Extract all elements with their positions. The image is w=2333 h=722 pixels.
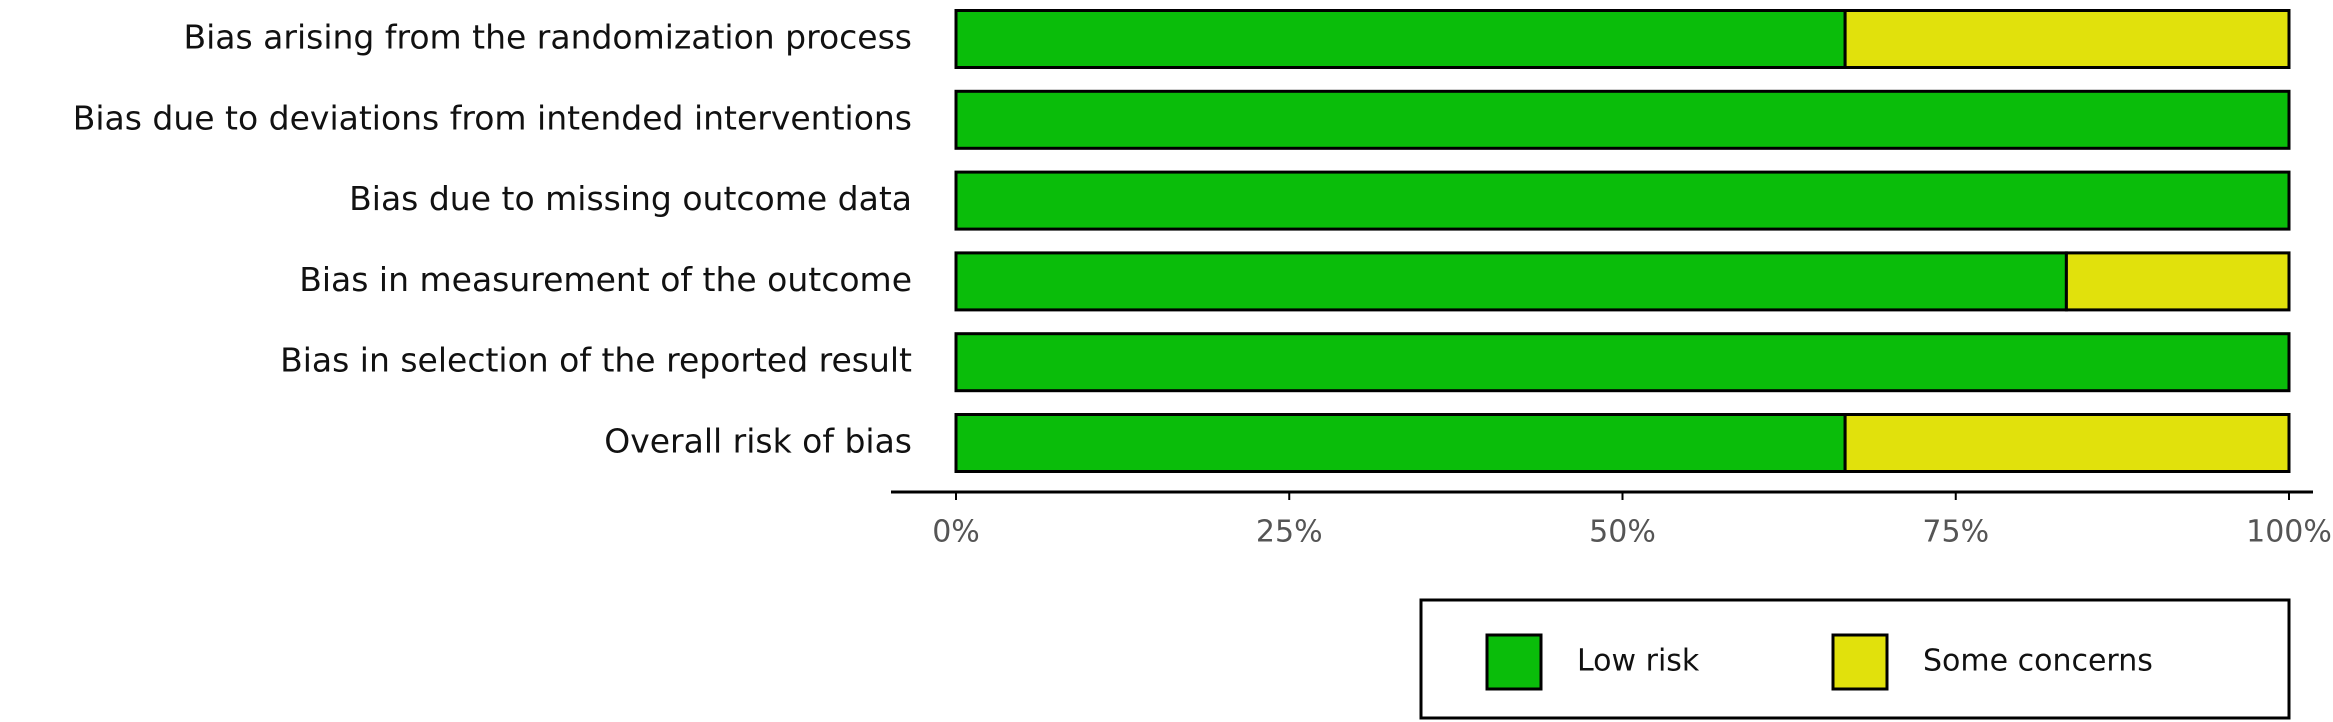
- y-tick-label: Bias arising from the randomization proc…: [183, 18, 912, 57]
- bar-segment: [1843, 9, 2291, 69]
- x-tick-label: 100%: [2246, 515, 2332, 550]
- legend-label: Some concerns: [1923, 644, 2153, 679]
- bar-segment: [1843, 413, 2291, 473]
- bar-segment: [2064, 251, 2291, 312]
- x-tick-label: 75%: [1922, 515, 1989, 550]
- x-tick-label: 0%: [932, 515, 980, 550]
- legend-swatch: [1485, 633, 1543, 691]
- y-tick-label: Bias due to deviations from intended int…: [73, 98, 912, 137]
- bar-segment: [954, 89, 2291, 150]
- bar-segment: [954, 413, 1847, 473]
- legend-swatch: [1831, 633, 1889, 691]
- y-tick-label: Overall risk of bias: [604, 422, 912, 461]
- bar-segment: [954, 251, 2068, 312]
- y-tick-label: Bias in measurement of the outcome: [299, 260, 912, 299]
- bar-segment: [954, 9, 1847, 69]
- legend-box: [1419, 598, 2291, 720]
- bar-segment: [954, 170, 2291, 231]
- bar-segment: [954, 332, 2291, 393]
- x-tick-label: 50%: [1589, 515, 1656, 550]
- legend-label: Low risk: [1577, 644, 1700, 679]
- y-tick-label: Bias in selection of the reported result: [280, 341, 912, 380]
- x-tick-label: 25%: [1256, 515, 1323, 550]
- y-tick-label: Bias due to missing outcome data: [349, 179, 912, 218]
